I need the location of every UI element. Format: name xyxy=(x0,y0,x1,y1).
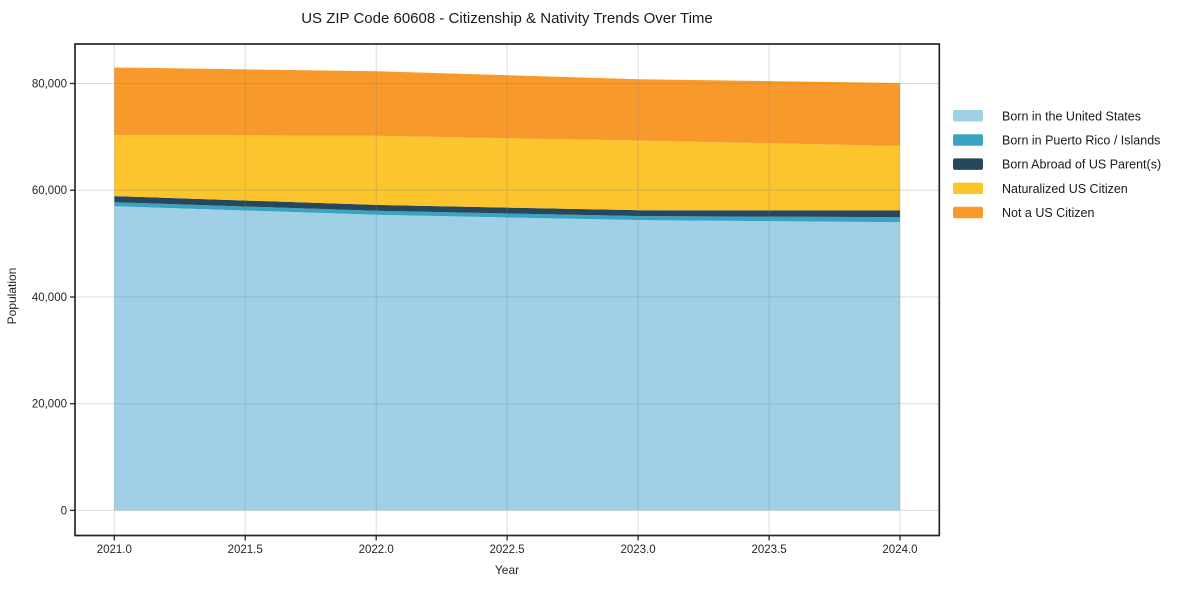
y-tick-label: 60,000 xyxy=(32,185,67,197)
legend-entry-not-a-us-citizen: Not a US Citizen xyxy=(953,206,1094,220)
legend-entry-born-in-the-united-states: Born in the United States xyxy=(953,109,1141,123)
legend-label: Born in the United States xyxy=(1002,109,1141,123)
x-tick-label: 2022.5 xyxy=(490,544,525,556)
x-tick-label: 2022.0 xyxy=(359,544,394,556)
legend-entry-naturalized-us-citizen: Naturalized US Citizen xyxy=(953,182,1128,196)
area-series-born-abroad-of-us-parent-s xyxy=(114,196,901,218)
x-tick-label: 2023.5 xyxy=(752,544,787,556)
legend-entry-born-in-puerto-rico-islands: Born in Puerto Rico / Islands xyxy=(953,133,1160,147)
area-series-group xyxy=(114,67,901,511)
legend-entry-born-abroad-of-us-parent-s: Born Abroad of US Parent(s) xyxy=(953,158,1161,172)
x-tick-label: 2024.0 xyxy=(882,544,917,556)
legend-swatch xyxy=(953,206,983,219)
legend-swatch xyxy=(953,134,983,146)
legend-swatch xyxy=(953,158,983,170)
x-axis-ticks: 2021.0 2021.5 2022.0 2022.5 2023.0 2023.5 2024… xyxy=(97,535,918,556)
y-tick-label: 80,000 xyxy=(32,79,67,91)
y-axis-ticks: 0 20,000 40,000 60,000 80,000 xyxy=(32,79,75,517)
area-series-naturalized-us-citizen xyxy=(114,135,901,211)
chart-title: US ZIP Code 60608 - Citizenship & Nativi… xyxy=(301,10,713,27)
x-tick-label: 2021.5 xyxy=(228,544,263,556)
gridlines xyxy=(75,44,940,536)
legend: Born in the United States Born in Puerto … xyxy=(953,109,1161,220)
legend-swatch xyxy=(953,110,983,122)
x-axis-label: Year xyxy=(495,563,519,577)
legend-label: Born Abroad of US Parent(s) xyxy=(1002,158,1161,172)
y-tick-label: 20,000 xyxy=(32,399,67,411)
legend-label: Naturalized US Citizen xyxy=(1002,182,1128,196)
legend-swatch xyxy=(953,182,983,195)
area-series-born-in-puerto-rico-islands xyxy=(114,202,901,223)
y-axis-label: Population xyxy=(5,268,19,325)
x-tick-label: 2023.0 xyxy=(621,544,656,556)
y-tick-label: 0 xyxy=(61,505,67,517)
area-series-not-a-us-citizen xyxy=(114,67,901,146)
legend-label: Not a US Citizen xyxy=(1002,206,1094,220)
y-tick-label: 40,000 xyxy=(32,292,67,304)
area-series-born-in-the-united-states xyxy=(114,206,901,511)
legend-label: Born in Puerto Rico / Islands xyxy=(1002,133,1160,147)
x-tick-label: 2021.0 xyxy=(97,544,132,556)
